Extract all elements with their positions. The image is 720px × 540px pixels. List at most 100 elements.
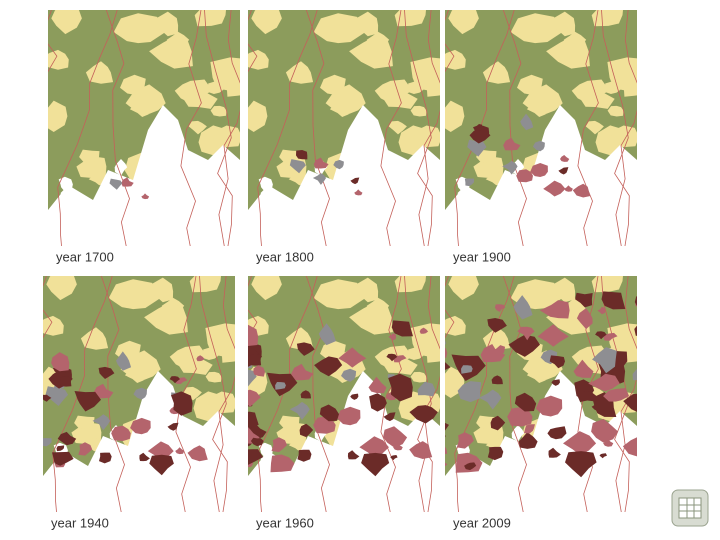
island-gap — [180, 197, 203, 215]
island-gap — [197, 202, 211, 214]
island-gap — [515, 450, 533, 465]
urban-area — [455, 452, 483, 473]
urban-area — [388, 373, 413, 402]
urban-area — [622, 437, 637, 457]
field — [46, 276, 77, 301]
island-gap — [590, 477, 601, 486]
urban-area — [445, 362, 451, 371]
urban-area — [59, 376, 72, 387]
road — [502, 10, 527, 246]
road — [48, 10, 58, 73]
island-gap — [280, 199, 299, 212]
island-gap — [342, 196, 358, 209]
field — [571, 79, 610, 104]
island-gap — [539, 462, 555, 475]
urban-area — [391, 320, 413, 337]
urban-area — [520, 113, 534, 131]
field — [248, 49, 269, 70]
field — [325, 84, 366, 114]
urban-area — [464, 462, 477, 471]
field — [251, 276, 282, 301]
field — [394, 276, 427, 293]
urban-area — [514, 392, 537, 412]
urban-area — [461, 365, 473, 374]
island-gap — [58, 176, 73, 192]
urban-area — [319, 404, 339, 422]
urban-area — [98, 366, 115, 379]
road — [218, 10, 240, 246]
urban-area — [78, 442, 93, 456]
road — [418, 10, 440, 246]
field — [485, 171, 504, 186]
road — [445, 276, 455, 339]
island-gap — [75, 465, 94, 478]
urban-area — [464, 178, 474, 187]
urban-area — [493, 345, 505, 355]
urban-area — [634, 325, 637, 336]
field — [188, 120, 207, 135]
island-gap — [80, 199, 99, 212]
urban-area — [368, 376, 387, 394]
map-panel — [248, 276, 440, 512]
urban-area — [175, 447, 185, 455]
urban-area — [445, 462, 448, 467]
island-gap — [378, 204, 396, 215]
urban-area — [248, 353, 262, 366]
field — [448, 276, 479, 301]
urban-area — [275, 382, 286, 390]
island-gap — [397, 202, 411, 214]
urban-area — [516, 169, 533, 183]
road — [380, 276, 402, 512]
urban-area — [577, 391, 597, 402]
urban-area — [603, 439, 614, 447]
urban-area — [479, 389, 502, 410]
urban-area — [318, 323, 336, 346]
urban-area — [354, 189, 363, 196]
urban-area — [187, 445, 208, 462]
urban-area — [169, 376, 180, 384]
urban-area — [337, 406, 361, 426]
urban-area — [333, 159, 344, 170]
field — [445, 49, 466, 70]
road — [380, 10, 402, 246]
island-gap — [354, 165, 373, 178]
urban-area — [576, 308, 593, 330]
island-gap — [575, 204, 593, 215]
field — [174, 79, 213, 104]
island-gap — [142, 196, 158, 209]
island-gap — [488, 484, 500, 493]
road — [248, 276, 258, 339]
urban-area — [588, 373, 620, 392]
urban-area — [141, 193, 150, 200]
urban-area — [524, 424, 535, 434]
island-gap — [397, 468, 411, 480]
urban-area — [369, 393, 387, 412]
island-gap — [477, 199, 496, 212]
island-gap — [511, 425, 525, 442]
island-gap — [258, 176, 273, 192]
field — [288, 437, 307, 452]
slide-icon — [671, 489, 709, 527]
island-gap — [178, 204, 196, 215]
urban-area — [419, 327, 429, 334]
urban-area — [491, 375, 503, 385]
field — [79, 149, 100, 164]
road — [257, 276, 318, 512]
field — [410, 371, 427, 383]
urban-area — [390, 455, 398, 461]
urban-area — [248, 449, 264, 465]
urban-area — [632, 368, 637, 381]
urban-area — [347, 450, 360, 460]
urban-area — [45, 386, 69, 406]
urban-area — [359, 436, 389, 458]
urban-area — [445, 347, 448, 358]
urban-area — [591, 418, 619, 443]
urban-area — [487, 318, 507, 333]
field — [120, 350, 161, 380]
island-gap — [594, 468, 608, 480]
island-gap — [594, 202, 608, 214]
road — [305, 10, 330, 246]
urban-area — [409, 405, 438, 424]
urban-area — [149, 454, 174, 476]
